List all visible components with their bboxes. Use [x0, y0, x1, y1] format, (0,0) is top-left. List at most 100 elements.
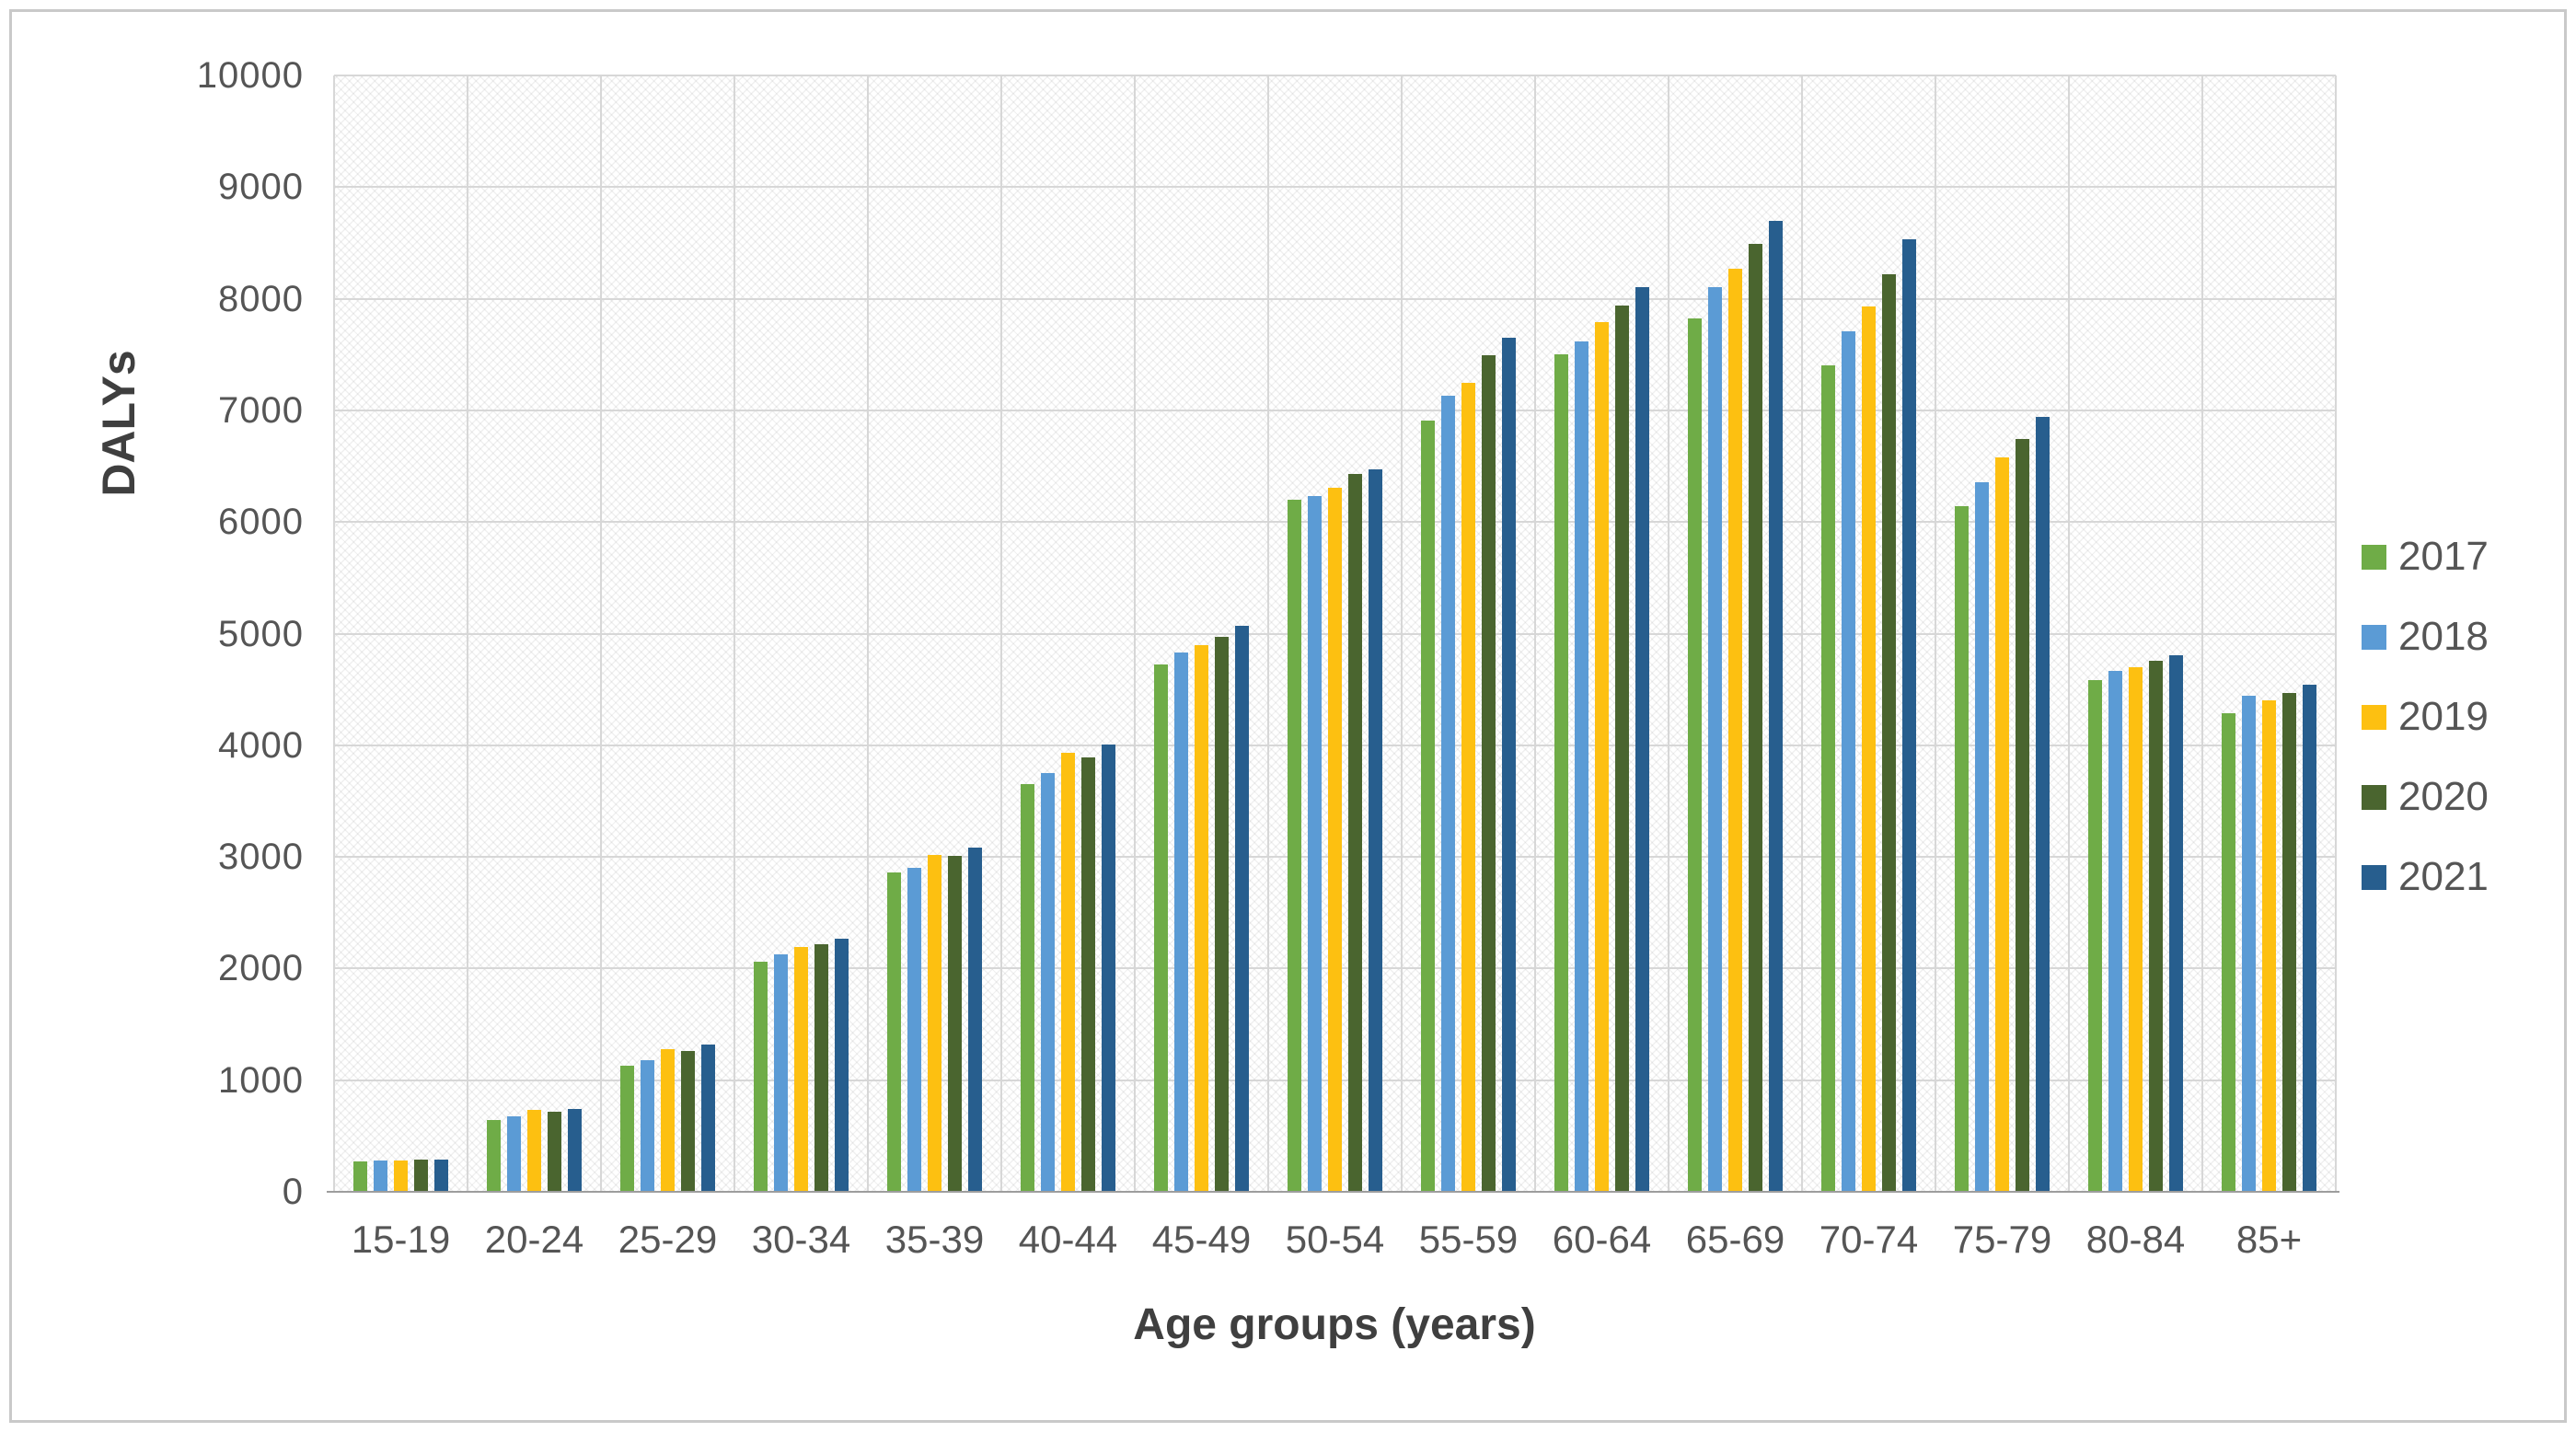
legend-swatch-2019 [2362, 705, 2386, 730]
bar-2020-55-59 [1482, 355, 1496, 1192]
y-tick-label: 4000 [218, 724, 304, 766]
bar-2020-15-19 [414, 1160, 428, 1192]
x-axis-line [327, 1191, 2339, 1193]
bar-2018-80-84 [2108, 670, 2122, 1192]
bar-2021-65-69 [1769, 220, 1783, 1192]
bar-2017-75-79 [1955, 506, 1969, 1192]
horizontal-gridline [334, 75, 2336, 76]
bar-2019-70-74 [1862, 306, 1876, 1192]
bar-2021-55-59 [1502, 338, 1516, 1192]
legend-swatch-2017 [2362, 545, 2386, 570]
y-tick-label: 6000 [218, 502, 304, 543]
bar-2020-30-34 [814, 943, 828, 1192]
vertical-gridline [600, 75, 602, 1192]
vertical-gridline [1134, 75, 1136, 1192]
bar-2021-75-79 [2036, 417, 2050, 1192]
bar-2019-35-39 [928, 854, 941, 1192]
bar-2019-80-84 [2129, 666, 2143, 1192]
bar-2021-35-39 [968, 848, 982, 1192]
bar-2020-75-79 [2016, 439, 2029, 1192]
bar-2018-55-59 [1441, 396, 1455, 1192]
y-tick-label: 7000 [218, 389, 304, 431]
bar-2020-85+ [2282, 692, 2296, 1192]
legend-swatch-2020 [2362, 785, 2386, 810]
bar-2018-60-64 [1575, 341, 1588, 1192]
y-tick-label: 10000 [196, 55, 304, 96]
bar-2020-45-49 [1215, 637, 1229, 1192]
bar-2021-15-19 [434, 1159, 448, 1192]
bar-2017-35-39 [887, 872, 901, 1192]
x-tick-label: 75-79 [1952, 1218, 2052, 1261]
bar-2020-70-74 [1882, 273, 1896, 1192]
y-tick-label: 1000 [218, 1059, 304, 1101]
legend-label: 2019 [2398, 694, 2489, 739]
bar-2021-40-44 [1102, 744, 1115, 1192]
bar-2020-60-64 [1615, 305, 1629, 1192]
vertical-gridline [1000, 75, 1002, 1192]
bar-2017-30-34 [754, 962, 768, 1192]
bar-2017-20-24 [487, 1120, 501, 1192]
bar-2021-25-29 [701, 1044, 715, 1192]
bar-2019-75-79 [1995, 456, 2009, 1192]
vertical-gridline [1267, 75, 1269, 1192]
bar-2021-80-84 [2169, 654, 2183, 1192]
legend-label: 2017 [2398, 534, 2489, 579]
bar-2017-40-44 [1021, 784, 1034, 1192]
bar-2017-60-64 [1554, 354, 1568, 1192]
vertical-gridline [867, 75, 869, 1192]
bar-2021-50-54 [1369, 469, 1382, 1192]
y-axis-title: DALYs [93, 350, 144, 497]
vertical-gridline [333, 75, 335, 1192]
vertical-gridline [734, 75, 735, 1192]
y-tick-label: 0 [282, 1172, 304, 1212]
bar-2018-75-79 [1975, 481, 1989, 1192]
bar-2018-40-44 [1041, 773, 1055, 1192]
x-tick-label: 20-24 [484, 1218, 584, 1261]
x-tick-label: 55-59 [1418, 1218, 1519, 1261]
bar-2019-15-19 [394, 1161, 408, 1192]
bar-2018-15-19 [374, 1161, 387, 1192]
bar-2019-55-59 [1461, 382, 1475, 1192]
bar-2020-25-29 [681, 1051, 695, 1192]
y-tick-label: 3000 [218, 837, 304, 878]
vertical-gridline [2068, 75, 2070, 1192]
bar-2019-30-34 [794, 947, 808, 1192]
vertical-gridline [1801, 75, 1803, 1192]
legend-swatch-2018 [2362, 625, 2386, 650]
bar-2019-50-54 [1328, 487, 1342, 1192]
horizontal-gridline [334, 297, 2336, 300]
x-tick-label: 45-49 [1151, 1218, 1252, 1261]
bar-2020-65-69 [1749, 244, 1762, 1192]
bar-2018-25-29 [641, 1059, 654, 1192]
bar-2017-85+ [2222, 712, 2235, 1192]
bar-2021-20-24 [568, 1109, 582, 1192]
bar-2021-85+ [2303, 685, 2316, 1192]
vertical-gridline [1534, 75, 1536, 1192]
x-tick-label: 30-34 [751, 1218, 851, 1261]
bar-2020-20-24 [548, 1111, 561, 1192]
vertical-gridline [2201, 75, 2203, 1192]
bar-2019-45-49 [1195, 644, 1208, 1192]
bar-2019-60-64 [1595, 322, 1609, 1192]
bar-2018-50-54 [1308, 496, 1322, 1192]
bar-2017-55-59 [1421, 420, 1435, 1192]
x-tick-label: 50-54 [1285, 1218, 1385, 1261]
horizontal-gridline [334, 409, 2336, 411]
y-tick-label: 2000 [218, 948, 304, 989]
x-tick-label: 80-84 [2085, 1218, 2186, 1261]
horizontal-gridline [334, 186, 2336, 189]
bar-2017-70-74 [1821, 365, 1835, 1192]
bar-2020-40-44 [1081, 757, 1095, 1192]
bar-2018-30-34 [774, 953, 788, 1192]
vertical-gridline [467, 75, 468, 1192]
x-tick-label: 60-64 [1552, 1218, 1652, 1261]
vertical-gridline [1668, 75, 1669, 1192]
vertical-gridline [1401, 75, 1403, 1192]
bar-2018-35-39 [907, 868, 921, 1192]
bar-2017-15-19 [353, 1161, 367, 1192]
vertical-gridline [2335, 75, 2337, 1192]
x-axis-title: Age groups (years) [1133, 1300, 1536, 1349]
bar-2019-25-29 [661, 1048, 675, 1192]
bar-2019-85+ [2262, 700, 2276, 1192]
